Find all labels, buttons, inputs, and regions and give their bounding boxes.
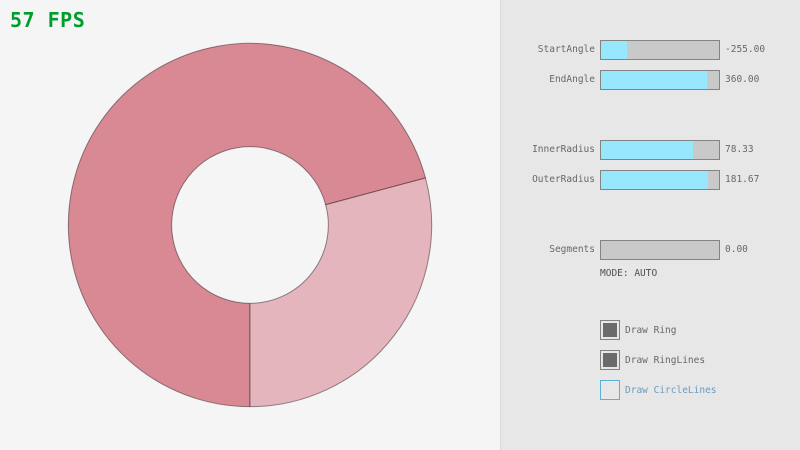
slider-row-outer-radius: OuterRadius 181.67 xyxy=(0,170,800,190)
slider-label-segments: Segments xyxy=(549,244,595,255)
slider-fill-bar xyxy=(601,71,707,89)
slider-row-segments: Segments 0.00 xyxy=(0,240,800,260)
slider-inner-radius[interactable] xyxy=(600,140,720,160)
checkmark-icon xyxy=(603,353,617,367)
checkbox-box[interactable] xyxy=(600,320,620,340)
slider-fill-bar xyxy=(601,141,693,159)
slider-outer-radius[interactable] xyxy=(600,170,720,190)
slider-value-segments: 0.00 xyxy=(725,244,748,255)
slider-value-inner-radius: 78.33 xyxy=(725,144,754,155)
slider-value-start-angle: -255.00 xyxy=(725,44,766,55)
slider-label-outer-radius: OuterRadius xyxy=(532,174,595,185)
checkbox-draw-circlelines[interactable]: Draw CircleLines xyxy=(600,380,717,400)
slider-label-start-angle: StartAngle xyxy=(537,44,595,55)
ring-segment-double-pass xyxy=(67,42,427,408)
slider-segments[interactable] xyxy=(600,240,720,260)
slider-fill-bar xyxy=(601,171,708,189)
checkbox-box[interactable] xyxy=(600,380,620,400)
checkbox-label-draw-ringlines: Draw RingLines xyxy=(625,354,706,366)
slider-value-outer-radius: 181.67 xyxy=(725,174,760,185)
slider-row-end-angle: EndAngle 360.00 xyxy=(0,70,800,90)
checkbox-label-draw-ring: Draw Ring xyxy=(625,324,677,336)
checkbox-label-draw-circlelines: Draw CircleLines xyxy=(625,384,717,396)
slider-fill-bar xyxy=(601,41,627,59)
checkmark-icon xyxy=(603,323,617,337)
mode-indicator: MODE: AUTO xyxy=(600,268,658,279)
fps-counter: 57 FPS xyxy=(10,8,86,32)
slider-label-end-angle: EndAngle xyxy=(549,74,595,85)
slider-value-end-angle: 360.00 xyxy=(725,74,760,85)
slider-start-angle[interactable] xyxy=(600,40,720,60)
slider-end-angle[interactable] xyxy=(600,70,720,90)
slider-row-inner-radius: InnerRadius 78.33 xyxy=(0,140,800,160)
checkbox-draw-ringlines[interactable]: Draw RingLines xyxy=(600,350,705,370)
slider-row-start-angle: StartAngle -255.00 xyxy=(0,40,800,60)
slider-label-inner-radius: InnerRadius xyxy=(532,144,595,155)
checkbox-draw-ring[interactable]: Draw Ring xyxy=(600,320,676,340)
checkbox-box[interactable] xyxy=(600,350,620,370)
ring-segment-single-pass xyxy=(249,177,433,408)
